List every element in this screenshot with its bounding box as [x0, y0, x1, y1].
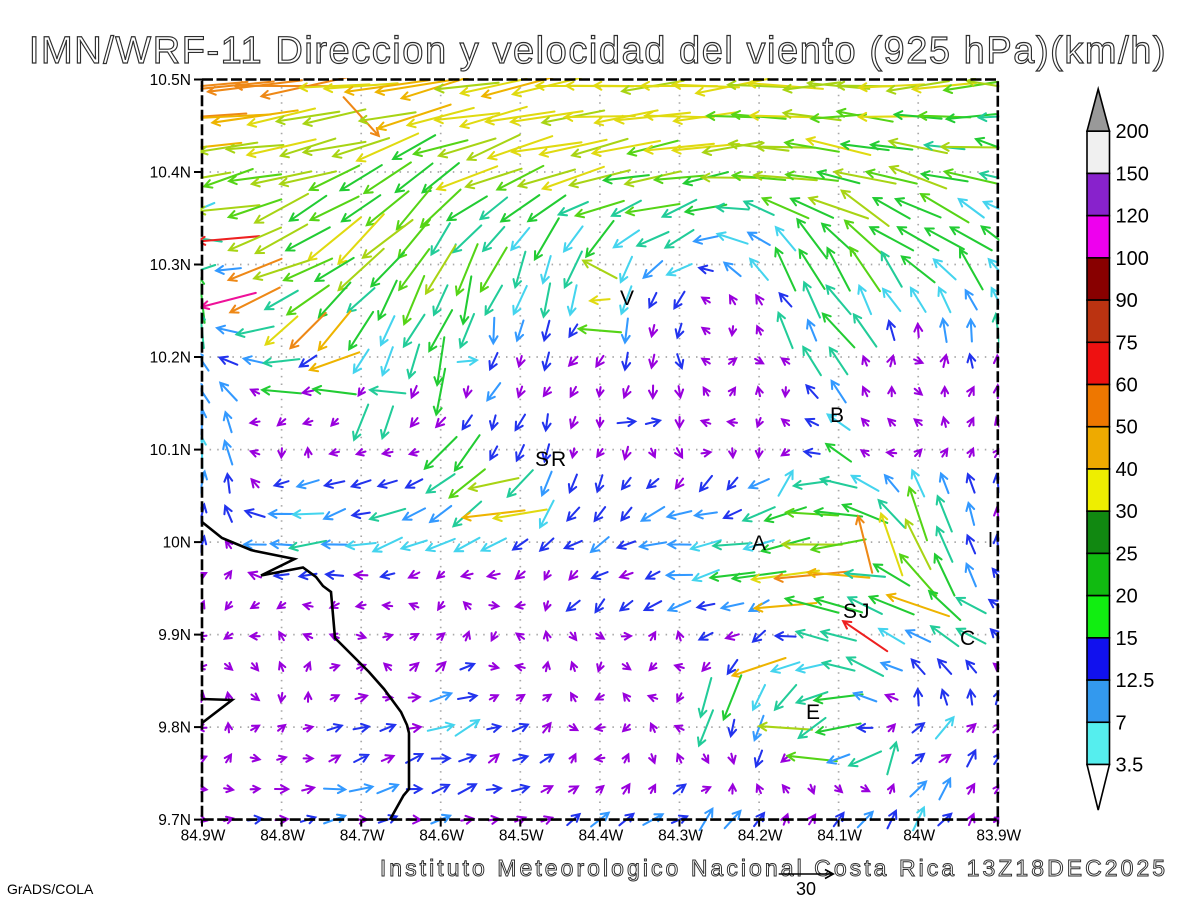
svg-text:20: 20 [1116, 586, 1138, 608]
svg-text:25: 25 [1116, 543, 1138, 565]
svg-text:SJ: SJ [843, 600, 872, 623]
svg-text:V: V [620, 287, 636, 310]
svg-text:120: 120 [1116, 206, 1149, 228]
svg-text:84.3W: 84.3W [658, 828, 703, 845]
svg-text:B: B [830, 404, 846, 427]
svg-text:100: 100 [1116, 248, 1149, 270]
svg-text:7: 7 [1116, 712, 1127, 734]
svg-text:84.6W: 84.6W [419, 828, 464, 845]
svg-text:10.1N: 10.1N [150, 442, 191, 459]
svg-text:84.1W: 84.1W [817, 828, 862, 845]
svg-text:3.5: 3.5 [1116, 755, 1144, 777]
svg-text:12.5: 12.5 [1116, 670, 1155, 692]
svg-text:40: 40 [1116, 459, 1138, 481]
svg-text:90: 90 [1116, 290, 1138, 312]
svg-text:10.4N: 10.4N [150, 165, 191, 182]
svg-text:9.8N: 9.8N [158, 720, 191, 737]
svg-text:84W: 84W [903, 828, 935, 845]
svg-text:SR: SR [535, 448, 568, 471]
svg-text:150: 150 [1116, 163, 1149, 185]
svg-text:C: C [960, 627, 977, 650]
svg-text:84.5W: 84.5W [499, 828, 544, 845]
svg-text:30: 30 [1116, 501, 1138, 523]
svg-text:10.5N: 10.5N [150, 72, 191, 89]
svg-text:50: 50 [1116, 417, 1138, 439]
svg-text:10.2N: 10.2N [150, 350, 191, 367]
svg-text:75: 75 [1116, 332, 1138, 354]
svg-text:Instituto Meteorologico Nacion: Instituto Meteorologico Nacional Costa R… [380, 855, 1168, 881]
svg-text:E: E [806, 701, 822, 724]
svg-text:9.9N: 9.9N [158, 627, 191, 644]
svg-text:A: A [752, 532, 768, 555]
svg-text:60: 60 [1116, 375, 1138, 397]
svg-text:84.4W: 84.4W [578, 828, 623, 845]
svg-text:10.3N: 10.3N [150, 257, 191, 274]
svg-text:84.8W: 84.8W [260, 828, 305, 845]
svg-text:GrADS/COLA: GrADS/COLA [7, 881, 94, 897]
svg-text:15: 15 [1116, 628, 1138, 650]
svg-text:10N: 10N [163, 535, 191, 552]
svg-text:9.7N: 9.7N [158, 812, 191, 829]
svg-text:84.9W: 84.9W [181, 828, 226, 845]
svg-text:IMN/WRF-11 Direccion y velocid: IMN/WRF-11 Direccion y velocidad del vie… [29, 30, 1167, 72]
svg-text:30: 30 [796, 879, 816, 899]
svg-text:200: 200 [1116, 121, 1149, 143]
svg-text:83.9W: 83.9W [976, 828, 1021, 845]
svg-text:84.2W: 84.2W [738, 828, 783, 845]
svg-text:84.7W: 84.7W [340, 828, 385, 845]
